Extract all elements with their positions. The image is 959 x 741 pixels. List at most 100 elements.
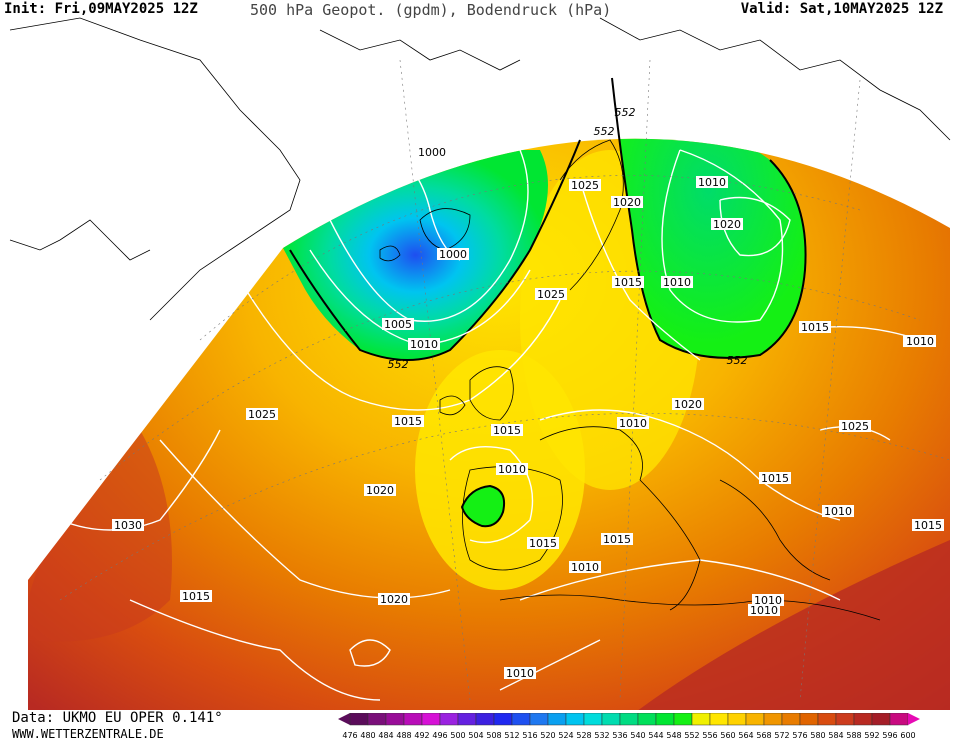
isobar-label: 1025 <box>535 288 567 301</box>
scale-tick-label: 568 <box>756 731 771 740</box>
isobar-label: 1015 <box>392 415 424 428</box>
scale-swatch <box>889 713 909 726</box>
scale-tick-label: 576 <box>792 731 807 740</box>
scale-tick-label: 564 <box>738 731 753 740</box>
scale-swatch <box>547 713 567 726</box>
isobar-label: 1015 <box>601 533 633 546</box>
isobar-label-group: 1000 1000 1005 1010 1015 1020 1025 1030 1015 1020… <box>112 146 944 680</box>
svg-text:1010: 1010 <box>619 417 647 430</box>
scale-tick-label: 584 <box>828 731 843 740</box>
scale-tick-label: 556 <box>702 731 717 740</box>
scale-tick-label: 484 <box>378 731 393 740</box>
svg-text:1000: 1000 <box>418 146 446 159</box>
scale-tick-label: 596 <box>882 731 897 740</box>
scale-swatch <box>385 713 405 726</box>
scale-tick-label: 588 <box>846 731 861 740</box>
scale-swatch <box>835 713 855 726</box>
isobar-label: 1010 <box>748 604 780 617</box>
eastern-low-area <box>612 138 806 358</box>
init-time: Init: Fri,09MAY2025 12Z <box>4 1 198 17</box>
scale-swatch <box>691 713 711 726</box>
isobar-label: 1010 <box>496 463 528 476</box>
svg-text:1010: 1010 <box>750 604 778 617</box>
scale-swatch <box>601 713 621 726</box>
scale-swatch <box>403 713 423 726</box>
scale-swatch <box>745 713 765 726</box>
scale-swatch <box>871 713 891 726</box>
scale-swatch <box>349 713 369 726</box>
isobar-label: 1020 <box>378 593 410 606</box>
svg-text:1015: 1015 <box>801 321 829 334</box>
graticule <box>59 59 951 701</box>
svg-text:1020: 1020 <box>366 484 394 497</box>
isobar-label: 1015 <box>912 519 944 532</box>
scale-swatch <box>799 713 819 726</box>
scale-swatch <box>457 713 477 726</box>
svg-text:1020: 1020 <box>674 398 702 411</box>
scale-swatch <box>475 713 495 726</box>
svg-text:1000: 1000 <box>439 248 467 261</box>
data-source: Data: UKMO EU OPER 0.141° <box>12 710 223 726</box>
scale-tick-label: 572 <box>774 731 789 740</box>
scale-swatch <box>439 713 459 726</box>
scale-tick-label: 496 <box>432 731 447 740</box>
scale-tick-label: 504 <box>468 731 483 740</box>
scale-tick-label: 540 <box>630 731 645 740</box>
iberian-low-area <box>462 486 505 527</box>
scale-tick-label: 512 <box>504 731 519 740</box>
contour-label: 552 <box>594 125 615 138</box>
svg-text:1015: 1015 <box>394 415 422 428</box>
isobar-label: 1000 <box>437 248 469 261</box>
scale-swatch <box>853 713 873 726</box>
website-credit: WWW.WETTERZENTRALE.DE <box>12 727 164 741</box>
svg-text:1010: 1010 <box>663 276 691 289</box>
scale-tick-label: 600 <box>900 731 915 740</box>
isobar-label: 1025 <box>246 408 278 421</box>
isobar-label: 1010 <box>617 417 649 430</box>
svg-text:1020: 1020 <box>613 196 641 209</box>
isobar-label: 1010 <box>904 335 936 348</box>
isobar-label: 1015 <box>612 276 644 289</box>
scale-tick-label: 476 <box>342 731 357 740</box>
isobar-label: 1010 <box>661 276 693 289</box>
scale-tick-label: 560 <box>720 731 735 740</box>
svg-text:1025: 1025 <box>841 420 869 433</box>
svg-text:1025: 1025 <box>537 288 565 301</box>
contour-label: 552 <box>615 106 636 119</box>
isobar-label: 1020 <box>672 398 704 411</box>
svg-text:1010: 1010 <box>410 338 438 351</box>
svg-text:1025: 1025 <box>571 179 599 192</box>
scale-swatch <box>655 713 675 726</box>
isobar-label: 1025 <box>569 179 601 192</box>
scale-swatch <box>493 713 513 726</box>
svg-text:1015: 1015 <box>529 537 557 550</box>
scale-tick-label: 480 <box>360 731 375 740</box>
isobar-label: 1010 <box>752 594 784 607</box>
svg-text:1025: 1025 <box>248 408 276 421</box>
scale-arrow-right <box>908 713 920 725</box>
svg-text:1015: 1015 <box>603 533 631 546</box>
svg-text:1020: 1020 <box>380 593 408 606</box>
scale-swatch <box>421 713 441 726</box>
isobar-label: 1020 <box>611 196 643 209</box>
scale-swatch <box>637 713 657 726</box>
isobar-label: 1025 <box>839 420 871 433</box>
svg-text:1015: 1015 <box>182 590 210 603</box>
isobar-label: 1015 <box>759 472 791 485</box>
isobar-label: 1010 <box>696 176 728 189</box>
scale-swatch <box>565 713 585 726</box>
contour-label: 552 <box>727 354 748 367</box>
scale-tick-label: 532 <box>594 731 609 740</box>
isobar-label: 1020 <box>711 218 743 231</box>
svg-text:1010: 1010 <box>571 561 599 574</box>
scale-tick-label: 544 <box>648 731 663 740</box>
scale-tick-label: 536 <box>612 731 627 740</box>
isobar-label: 1010 <box>822 505 854 518</box>
scale-tick-label: 524 <box>558 731 573 740</box>
svg-text:1015: 1015 <box>493 424 521 437</box>
svg-text:1020: 1020 <box>713 218 741 231</box>
isobar-label: 1005 <box>382 318 414 331</box>
